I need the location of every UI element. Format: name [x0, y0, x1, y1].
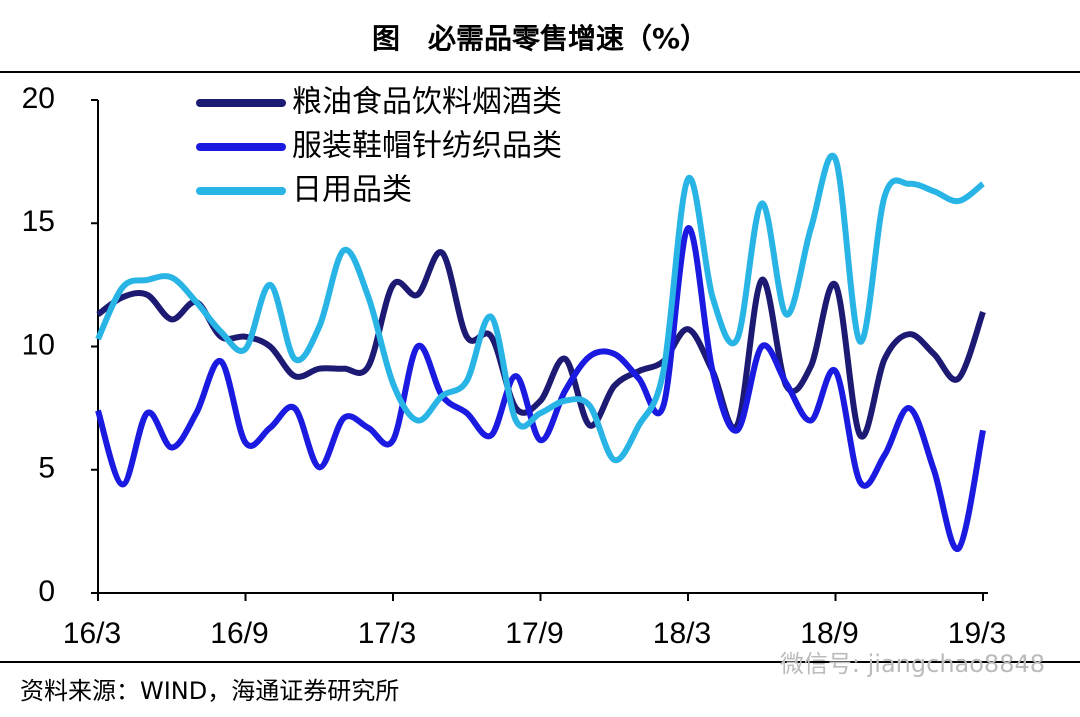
x-tick-label: 16/3: [63, 617, 121, 650]
x-tick-label: 19/3: [948, 617, 1006, 650]
y-tick-label: 20: [22, 82, 55, 115]
x-tick-label: 17/3: [358, 617, 416, 650]
series-line: [95, 152, 985, 463]
legend-label: 服装鞋帽针纺织品类: [292, 129, 562, 164]
source: 资料来源：WIND，海通证券研究所: [20, 677, 399, 705]
x-tick-label: 18/9: [800, 617, 858, 650]
y-tick-label: 0: [38, 575, 55, 608]
watermark: 微信号: jiangchao8848: [780, 650, 1045, 678]
series-line: [95, 225, 986, 552]
x-tick-label: 16/9: [210, 617, 268, 650]
legend-label: 日用品类: [292, 173, 412, 208]
y-tick-label: 5: [38, 452, 55, 485]
legend-label: 粮油食品饮料烟酒类: [292, 85, 562, 120]
series-line: [96, 249, 986, 440]
y-tick-label: 15: [22, 205, 55, 238]
x-tick-label: 17/9: [505, 617, 563, 650]
y-tick-label: 10: [22, 328, 55, 361]
chart-title: 图 必需品零售增速（%）: [372, 22, 708, 55]
x-tick-label: 18/3: [653, 617, 711, 650]
